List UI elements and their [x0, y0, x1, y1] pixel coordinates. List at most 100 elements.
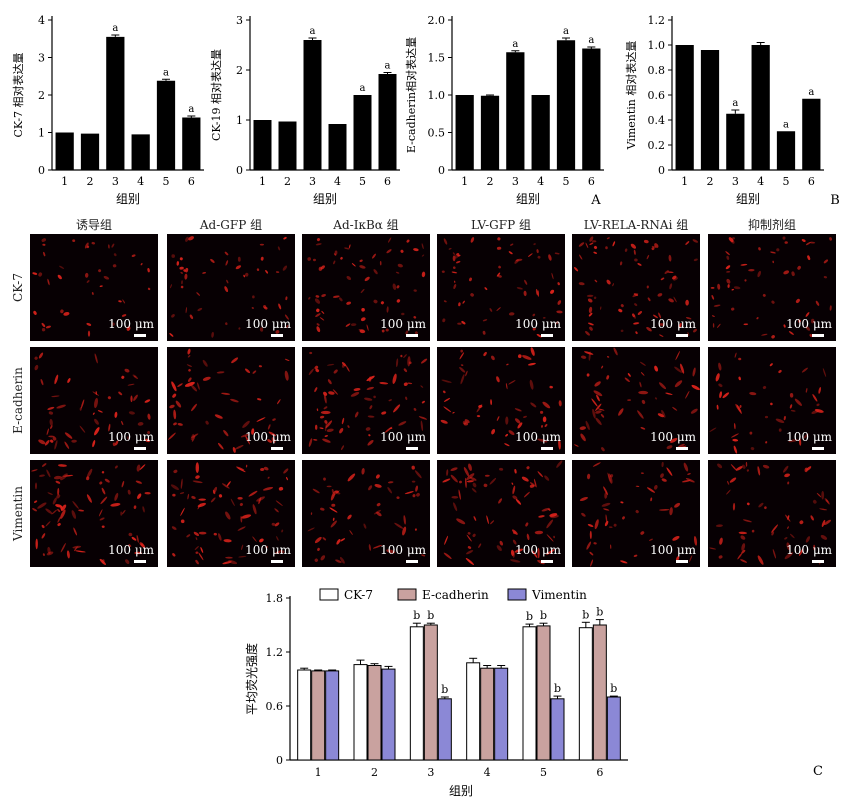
stained-cell	[259, 243, 264, 246]
stained-cell	[460, 374, 465, 385]
stained-cell	[588, 312, 593, 317]
stained-cell	[748, 268, 755, 272]
stained-cell	[345, 365, 350, 372]
stained-cell	[537, 559, 545, 565]
stained-cell	[504, 443, 510, 447]
stained-cell	[738, 357, 742, 361]
stained-cell	[314, 298, 321, 304]
micrograph-panel: 100 μm	[302, 347, 430, 454]
significance-label: b	[596, 606, 603, 619]
stained-cell	[818, 386, 822, 394]
stained-cell	[191, 433, 199, 438]
stained-cell	[669, 507, 673, 516]
stained-cell	[43, 251, 46, 257]
stained-cell	[403, 515, 406, 525]
stained-cell	[515, 258, 523, 262]
stained-cell	[661, 409, 666, 418]
stained-cell	[612, 241, 616, 247]
x-tick-label: 5	[563, 175, 570, 188]
stained-cell	[719, 391, 723, 399]
stained-cell	[205, 420, 209, 425]
scale-bar-label: 100 μm	[650, 543, 697, 557]
stained-cell	[658, 312, 662, 319]
stained-cell	[197, 382, 200, 390]
stained-cell	[217, 442, 224, 450]
stained-cell	[593, 542, 597, 545]
stained-cell	[550, 289, 555, 294]
stained-cell	[554, 252, 560, 255]
stained-cell	[283, 468, 289, 474]
stained-cell	[635, 485, 640, 488]
x-tick-label: 1	[61, 175, 68, 188]
stained-cell	[418, 416, 428, 420]
stained-cell	[452, 266, 456, 270]
stained-cell	[315, 313, 321, 318]
micrograph-background	[167, 234, 295, 341]
stained-cell	[33, 310, 37, 315]
stained-cell	[368, 434, 371, 437]
stained-cell	[443, 552, 452, 559]
stained-cell	[523, 415, 527, 418]
stained-cell	[770, 251, 776, 254]
stained-cell	[315, 243, 322, 246]
stained-cell	[92, 412, 95, 415]
stained-cell	[469, 476, 477, 481]
stained-cell	[661, 478, 667, 482]
stained-cell	[202, 271, 206, 274]
stained-cell	[758, 502, 764, 508]
stained-cell	[414, 331, 418, 335]
bar-vimentin	[325, 670, 340, 761]
stained-cell	[542, 416, 547, 423]
stained-cell	[396, 299, 401, 303]
stained-cell	[140, 263, 143, 266]
column-title: LV-RELA-RNAi 组	[584, 218, 689, 232]
bar	[675, 45, 694, 170]
stained-cell	[396, 285, 400, 289]
stained-cell	[829, 237, 833, 241]
x-tick-label: 3	[512, 175, 519, 188]
stained-cell	[420, 358, 428, 364]
stained-cell	[685, 390, 690, 399]
stained-cell	[673, 296, 677, 303]
stained-cell	[359, 259, 363, 262]
stained-cell	[514, 548, 524, 553]
stained-cell	[41, 238, 47, 242]
stained-cell	[778, 428, 782, 432]
significance-label: a	[783, 119, 789, 130]
stained-cell	[72, 545, 82, 549]
stained-cell	[78, 509, 85, 512]
stained-cell	[465, 557, 475, 566]
stained-cell	[675, 351, 680, 361]
stained-cell	[112, 442, 116, 447]
stained-cell	[731, 307, 735, 311]
stained-cell	[536, 334, 542, 338]
y-tick-label: 1	[38, 127, 45, 140]
stained-cell	[515, 499, 522, 505]
stained-cell	[490, 355, 495, 361]
stained-cell	[307, 527, 315, 532]
scale-bar	[676, 334, 688, 337]
stained-cell	[344, 247, 350, 250]
stained-cell	[446, 469, 449, 476]
stained-cell	[309, 351, 313, 355]
scale-bar-label: 100 μm	[108, 543, 155, 557]
micrograph-panel: 100 μm	[302, 460, 430, 567]
stained-cell	[100, 496, 108, 505]
stained-cell	[394, 522, 404, 529]
stained-cell	[251, 307, 254, 309]
stained-cell	[791, 271, 795, 277]
stained-cell	[224, 251, 229, 256]
stained-cell	[328, 391, 335, 395]
stained-cell	[589, 326, 593, 331]
stained-cell	[657, 413, 665, 418]
stained-cell	[193, 531, 200, 537]
stained-cell	[67, 378, 71, 383]
stained-cell	[661, 461, 664, 468]
stained-cell	[746, 502, 750, 506]
stained-cell	[653, 314, 658, 319]
stained-cell	[460, 349, 464, 353]
stained-cell	[633, 249, 636, 255]
stained-cell	[546, 549, 555, 555]
stained-cell	[733, 445, 738, 454]
scale-bar-label: 100 μm	[650, 430, 697, 444]
